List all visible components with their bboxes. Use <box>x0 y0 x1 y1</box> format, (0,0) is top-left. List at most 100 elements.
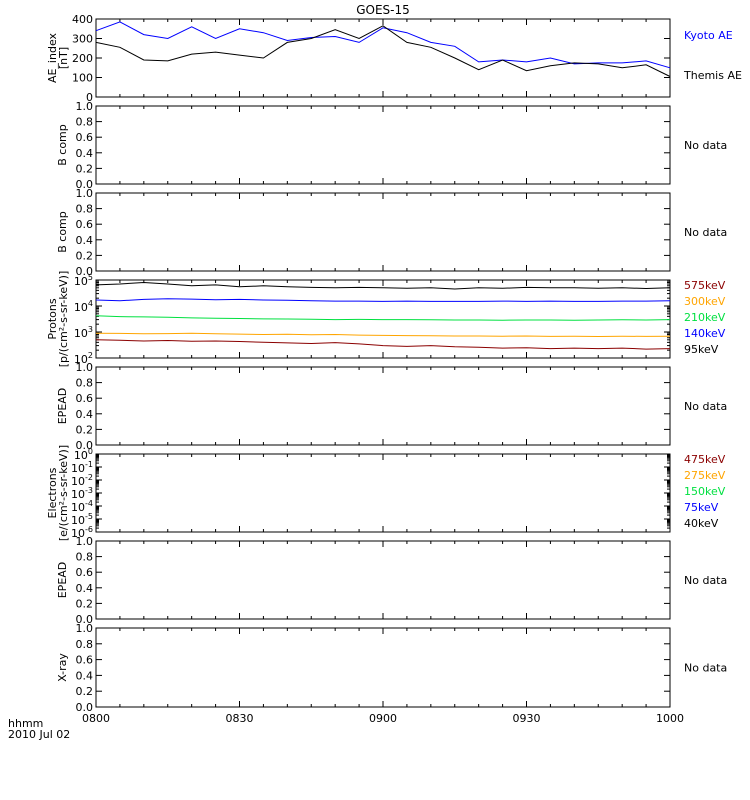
x-tick-label: 0930 <box>513 712 541 725</box>
y-axis-label: AE_index <box>46 32 59 83</box>
y-tick-label: 10-3 <box>71 486 93 501</box>
no-data-label: No data <box>684 226 727 239</box>
y-axis-label: EPEAD <box>56 388 69 425</box>
y-tick-label: 400 <box>72 13 93 26</box>
y-tick-label: 0.6 <box>76 392 94 405</box>
panel-frame <box>95 453 671 533</box>
y-tick-label: 0.8 <box>76 551 94 564</box>
legend-entry: 300keV <box>684 295 726 308</box>
no-data-label: No data <box>684 139 727 152</box>
panel-epead2: 0.0 0.2 0.4 0.6 0.8 1.0 EPEAD No data <box>56 535 727 626</box>
panel-xray: 0.0 0.2 0.4 0.6 0.8 1.0 X-ray No data <box>56 622 727 714</box>
footer-time-label: hhmm <box>8 717 43 730</box>
footer-date-label: 2010 Jul 02 <box>8 728 70 741</box>
x-tick-label: 1000 <box>656 712 684 725</box>
legend-entry: 75keV <box>684 501 719 514</box>
y-tick-label: 0.2 <box>76 249 94 262</box>
y-tick-label: 0.6 <box>76 654 94 667</box>
series-line-95kev <box>95 281 671 290</box>
y-tick-label: 10-6 <box>71 525 93 540</box>
y-axis-label: [nT] <box>57 47 70 69</box>
y-tick-label: 0.0 <box>76 178 94 191</box>
panel-bcomp2: 0.0 0.2 0.4 0.6 0.8 1.0 B comp No data <box>56 187 727 278</box>
series-line-themis-ae <box>95 25 671 77</box>
x-tick-label: 0900 <box>369 712 397 725</box>
figure-title: GOES-15 <box>356 3 410 17</box>
y-tick-label: 0.2 <box>76 597 94 610</box>
y-tick-label: 0.4 <box>76 669 94 682</box>
y-axis-label: B comp <box>56 211 69 253</box>
y-tick-label: 0.4 <box>76 234 94 247</box>
y-tick-label: 1.0 <box>76 361 94 374</box>
y-tick-label: 300 <box>72 33 93 46</box>
y-axis-label: X-ray <box>56 653 69 682</box>
y-tick-label: 0.2 <box>76 685 94 698</box>
y-tick-label: 0.8 <box>76 638 94 651</box>
y-tick-label: 10-1 <box>71 460 93 475</box>
y-tick-label: 0.8 <box>76 377 94 390</box>
series-line-210kev <box>95 315 671 321</box>
y-axis-label: Electrons <box>46 467 59 518</box>
panels: 0 100 200 300 400 AE_index[nT] Kyoto AE Themis … <box>46 13 742 725</box>
series-line-140kev <box>95 298 671 302</box>
y-tick-label: 0.2 <box>76 423 94 436</box>
no-data-label: No data <box>684 400 727 413</box>
panel-epead1: 0.0 0.2 0.4 0.6 0.8 1.0 EPEAD No data <box>56 361 727 452</box>
panel-frame <box>95 627 671 708</box>
series-line-kyoto-ae <box>95 21 671 69</box>
panel-bcomp1: 0.0 0.2 0.4 0.6 0.8 1.0 B comp No data <box>56 100 727 191</box>
panel-frame <box>95 192 671 272</box>
y-tick-label: 0.0 <box>76 439 94 452</box>
y-tick-label: 10-4 <box>71 499 93 514</box>
y-tick-label: 0.6 <box>76 218 94 231</box>
series-line-300kev <box>95 332 671 338</box>
y-tick-label: 1.0 <box>76 535 94 548</box>
legend-entry: 40keV <box>684 517 719 530</box>
y-tick-label: 0.0 <box>76 265 94 278</box>
y-tick-label: 0 <box>86 91 93 104</box>
legend-entry: 140keV <box>684 327 726 340</box>
no-data-label: No data <box>684 662 727 675</box>
y-tick-label: 100 <box>72 72 93 85</box>
y-tick-label: 0.8 <box>76 116 94 129</box>
panel-protons: 102 103 104 105 Protons[p/(cm²-s-sr-keV)] 575… <box>46 271 726 368</box>
legend-entry: Kyoto AE <box>684 29 733 42</box>
y-axis-label: [e/(cm²-s-sr-keV)] <box>57 445 70 541</box>
y-tick-label: 0.0 <box>76 701 94 714</box>
legend-entry: 150keV <box>684 485 726 498</box>
legend-entry: 210keV <box>684 311 726 324</box>
y-tick-label: 0.2 <box>76 162 94 175</box>
panel-frame <box>95 105 671 185</box>
panel-frame <box>95 540 671 620</box>
legend-entry: 95keV <box>684 343 719 356</box>
legend-entry: 575keV <box>684 279 726 292</box>
y-axis-label: EPEAD <box>56 562 69 599</box>
x-tick-label: 0800 <box>82 712 110 725</box>
y-tick-label: 0.4 <box>76 408 94 421</box>
y-tick-label: 1.0 <box>76 187 94 200</box>
y-tick-label: 0.6 <box>76 566 94 579</box>
y-axis-label: [p/(cm²-s-sr-keV)] <box>57 271 70 368</box>
y-tick-label: 0.8 <box>76 203 94 216</box>
y-tick-label: 0.4 <box>76 582 94 595</box>
panel-frame <box>95 366 671 446</box>
legend-entry: Themis AE <box>683 69 742 82</box>
y-tick-label: 1.0 <box>76 622 94 635</box>
y-tick-label: 0.6 <box>76 131 94 144</box>
legend-entry: 475keV <box>684 453 726 466</box>
panel-frame <box>95 18 671 98</box>
y-tick-label: 1.0 <box>76 100 94 113</box>
panel-ae: 0 100 200 300 400 AE_index[nT] Kyoto AE Themis … <box>46 13 742 104</box>
y-tick-label: 0.0 <box>76 613 94 626</box>
y-tick-label: 103 <box>74 325 93 340</box>
no-data-label: No data <box>684 574 727 587</box>
y-tick-label: 10-5 <box>71 512 93 527</box>
y-tick-label: 200 <box>72 52 93 65</box>
y-tick-label: 100 <box>74 447 93 462</box>
y-tick-label: 104 <box>74 299 93 314</box>
panel-frame <box>95 279 671 359</box>
series-line-575kev <box>95 339 671 350</box>
y-tick-label: 10-2 <box>71 473 93 488</box>
